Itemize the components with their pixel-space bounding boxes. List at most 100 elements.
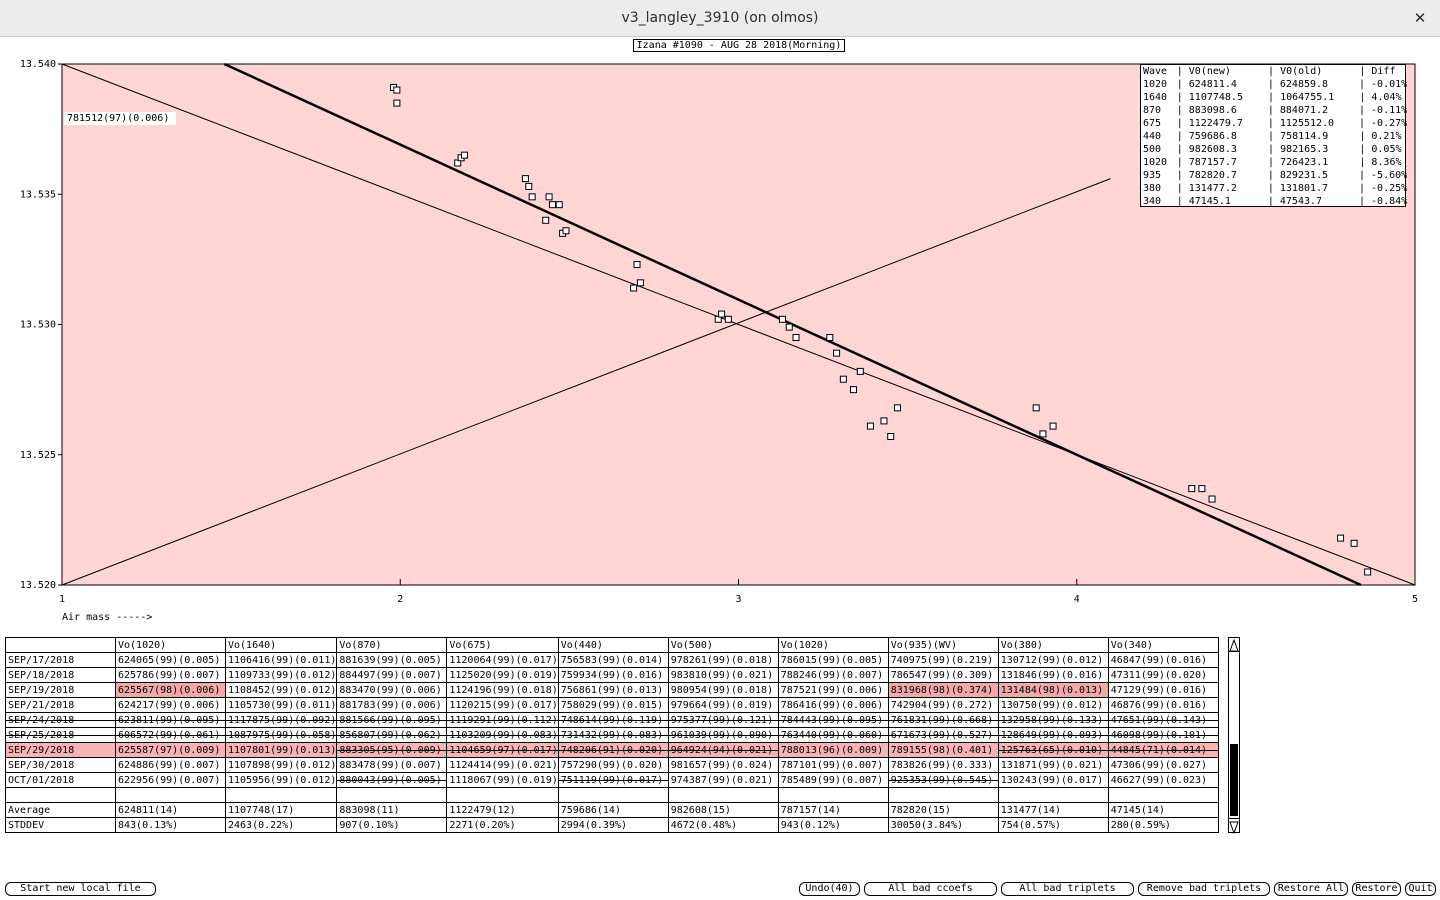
vo-cell[interactable]: 786547(99)(0.309) xyxy=(887,667,999,683)
row-label[interactable]: SEP/25/2018 xyxy=(5,727,116,743)
data-point[interactable] xyxy=(1350,539,1358,547)
vo-cell[interactable]: 1103209(99)(0.083) xyxy=(446,727,559,743)
vo-cell[interactable]: 761831(99)(0.668) xyxy=(887,712,999,728)
vo-cell[interactable]: 731432(99)(0.083) xyxy=(557,727,669,743)
vo-cell[interactable]: 47651(99)(0.143) xyxy=(1107,712,1219,728)
data-point[interactable] xyxy=(839,375,847,383)
row-label[interactable]: SEP/17/2018 xyxy=(5,652,116,668)
data-point[interactable] xyxy=(545,193,553,201)
data-point[interactable] xyxy=(893,404,901,412)
vo-cell[interactable]: 881639(99)(0.005) xyxy=(336,652,448,668)
remove-bad-triplets-button[interactable]: Remove bad triplets xyxy=(1138,882,1270,896)
vo-cell[interactable]: 624217(99)(0.006) xyxy=(115,697,226,713)
data-point[interactable] xyxy=(785,323,793,331)
vo-cell[interactable]: 1118067(99)(0.019) xyxy=(446,772,559,788)
vo-cell[interactable]: 786015(99)(0.005) xyxy=(777,652,889,668)
data-point[interactable] xyxy=(555,201,563,209)
vo-cell[interactable]: 624065(99)(0.005) xyxy=(115,652,226,668)
vo-cell[interactable]: 47306(99)(0.027) xyxy=(1107,757,1219,773)
data-point[interactable] xyxy=(1032,404,1040,412)
vo-data-row[interactable]: OCT/01/2018 622956(99)(0.007) 1105956(99)(… xyxy=(5,772,1219,788)
vo-cell[interactable]: 46876(99)(0.016) xyxy=(1107,697,1219,713)
vo-cell[interactable]: 981657(99)(0.024) xyxy=(667,757,779,773)
vo-cell[interactable]: 47129(99)(0.016) xyxy=(1107,682,1219,698)
row-label[interactable]: OCT/01/2018 xyxy=(5,772,116,788)
vo-cell[interactable]: 748206(91)(0.020) xyxy=(557,742,669,758)
vo-cell[interactable]: 980954(99)(0.018) xyxy=(667,682,779,698)
data-point[interactable] xyxy=(528,193,536,201)
vo-cell[interactable]: 785489(99)(0.007) xyxy=(777,772,889,788)
vo-cell[interactable]: 1105956(99)(0.012) xyxy=(224,772,338,788)
vo-cell[interactable]: 748614(99)(0.119) xyxy=(557,712,669,728)
vo-cell[interactable]: 740975(99)(0.219) xyxy=(887,652,999,668)
vo-data-row[interactable]: SEP/17/2018 624065(99)(0.005) 1106416(99)(… xyxy=(5,652,1219,668)
vo-cell[interactable]: 786416(99)(0.006) xyxy=(777,697,889,713)
data-point[interactable] xyxy=(718,310,726,318)
all-bad-ccoefs-button[interactable]: All bad ccoefs xyxy=(864,882,997,896)
vo-cell[interactable]: 831968(98)(0.374) xyxy=(887,682,999,698)
data-point[interactable] xyxy=(521,175,529,183)
data-point[interactable] xyxy=(724,315,732,323)
vo-cell[interactable]: 1120064(99)(0.017) xyxy=(446,652,559,668)
vo-cell[interactable]: 983810(99)(0.021) xyxy=(667,667,779,683)
vo-cell[interactable]: 787521(99)(0.006) xyxy=(777,682,889,698)
data-point[interactable] xyxy=(630,284,638,292)
vo-cell[interactable]: 606572(99)(0.061) xyxy=(115,727,226,743)
vo-cell[interactable]: 883470(99)(0.006) xyxy=(336,682,448,698)
vo-cell[interactable]: 881566(99)(0.095) xyxy=(336,712,448,728)
vo-cell[interactable]: 46098(99)(0.101) xyxy=(1107,727,1219,743)
start-new-local-file-button[interactable]: Start new local file xyxy=(5,882,156,896)
vo-cell[interactable]: 978261(99)(0.018) xyxy=(667,652,779,668)
vo-data-row[interactable]: SEP/30/2018 624886(99)(0.007) 1107898(99)(… xyxy=(5,757,1219,773)
table-scrollbar[interactable] xyxy=(1228,637,1240,835)
vo-data-row[interactable]: SEP/19/2018 625567(98)(0.006) 1108452(99)(… xyxy=(5,682,1219,698)
data-point[interactable] xyxy=(833,349,841,357)
data-point[interactable] xyxy=(866,422,874,430)
vo-cell[interactable]: 783826(99)(0.333) xyxy=(887,757,999,773)
data-point[interactable] xyxy=(548,201,556,209)
data-point[interactable] xyxy=(1188,485,1196,493)
data-point[interactable] xyxy=(636,279,644,287)
vo-data-row[interactable]: SEP/18/2018 625786(99)(0.007) 1109733(99)(… xyxy=(5,667,1219,683)
vo-cell[interactable]: 131871(99)(0.021) xyxy=(997,757,1109,773)
scroll-up-icon[interactable] xyxy=(1229,638,1239,652)
vo-cell[interactable]: 47311(99)(0.020) xyxy=(1107,667,1219,683)
vo-cell[interactable]: 125763(65)(0.010) xyxy=(997,742,1109,758)
vo-cell[interactable]: 789155(98)(0.401) xyxy=(887,742,999,758)
vo-cell[interactable]: 130750(99)(0.012) xyxy=(997,697,1109,713)
vo-cell[interactable]: 1124196(99)(0.018) xyxy=(446,682,559,698)
vo-cell[interactable]: 787101(99)(0.007) xyxy=(777,757,889,773)
vo-cell[interactable]: 964924(94)(0.021) xyxy=(667,742,779,758)
data-point[interactable] xyxy=(887,433,895,441)
vo-cell[interactable]: 925353(99)(0.545) xyxy=(887,772,999,788)
vo-cell[interactable]: 46627(99)(0.023) xyxy=(1107,772,1219,788)
vo-cell[interactable]: 883305(95)(0.009) xyxy=(336,742,448,758)
vo-cell[interactable]: 759934(99)(0.016) xyxy=(557,667,669,683)
data-point[interactable] xyxy=(1337,534,1345,542)
data-point[interactable] xyxy=(850,386,858,394)
vo-cell[interactable]: 1119291(99)(0.112) xyxy=(446,712,559,728)
vo-cell[interactable]: 1107898(99)(0.012) xyxy=(224,757,338,773)
row-label[interactable]: SEP/24/2018 xyxy=(5,712,116,728)
vo-cell[interactable]: 1108452(99)(0.012) xyxy=(224,682,338,698)
vo-data-row[interactable]: SEP/29/2018 625587(97)(0.009) 1107801(99)(… xyxy=(5,742,1219,758)
data-point[interactable] xyxy=(1039,430,1047,438)
data-point[interactable] xyxy=(461,151,469,159)
vo-cell[interactable]: 979664(99)(0.019) xyxy=(667,697,779,713)
data-point[interactable] xyxy=(562,227,570,235)
vo-cell[interactable]: 1087975(99)(0.058) xyxy=(224,727,338,743)
vo-cell[interactable]: 1107801(99)(0.013) xyxy=(224,742,338,758)
vo-cell[interactable]: 44845(71)(0.014) xyxy=(1107,742,1219,758)
close-icon[interactable]: ✕ xyxy=(1413,9,1427,27)
data-point[interactable] xyxy=(1364,568,1372,576)
data-point[interactable] xyxy=(856,367,864,375)
vo-cell[interactable]: 128649(99)(0.093) xyxy=(997,727,1109,743)
data-point[interactable] xyxy=(792,334,800,342)
vo-cell[interactable]: 624886(99)(0.007) xyxy=(115,757,226,773)
vo-cell[interactable]: 975377(99)(0.121) xyxy=(667,712,779,728)
vo-cell[interactable]: 1120215(99)(0.017) xyxy=(446,697,559,713)
vo-cell[interactable]: 1105730(99)(0.011) xyxy=(224,697,338,713)
row-label[interactable]: SEP/29/2018 xyxy=(5,742,116,758)
vo-cell[interactable]: 1117875(99)(0.092) xyxy=(224,712,338,728)
vo-cell[interactable]: 623811(99)(0.095) xyxy=(115,712,226,728)
